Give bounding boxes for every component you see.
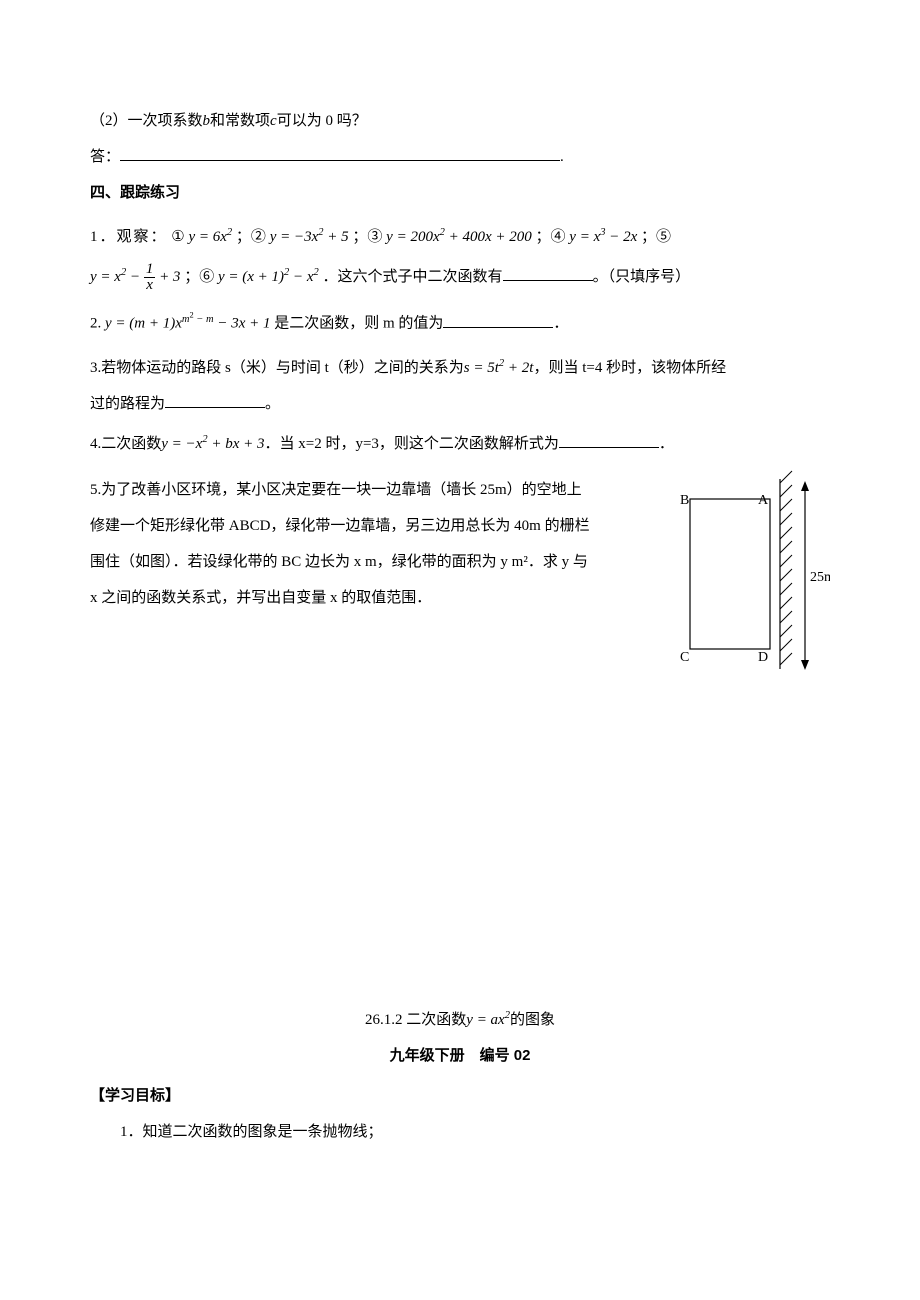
- p1-e5-label: ；⑤: [641, 229, 671, 245]
- p1-e1-label: ①: [171, 229, 184, 245]
- section-4-title: 四、跟踪练习: [90, 178, 830, 208]
- var-b: b: [203, 113, 211, 129]
- p5-l2: 修建一个矩形绿化带 ABCD，绿化带一边靠墙，另三边用总长为 40m 的栅栏: [90, 511, 660, 541]
- p5-l1: 5.为了改善小区环境，某小区决定要在一块一边靠墙（墙长 25m）的空地上: [90, 475, 660, 505]
- q2-suffix: 可以为 0 吗？: [277, 113, 367, 129]
- subhead: 九年级下册 编号 02: [90, 1041, 830, 1071]
- lesson-title: 26.1.2 二次函数y = ax2的图象: [90, 1005, 830, 1035]
- var-c: c: [270, 113, 277, 129]
- p1-e4-tail: − 2x: [605, 229, 637, 245]
- p1-e3-rhs-a: = 200x: [397, 229, 440, 245]
- answer-blank[interactable]: [120, 145, 560, 161]
- p5-l4: x 之间的函数关系式，并写出自变量 x 的取值范围．: [90, 583, 660, 613]
- p3-blank[interactable]: [165, 392, 265, 408]
- p1-e5-tail: + 3: [155, 269, 180, 285]
- p1-e2-label: ；②: [236, 229, 266, 245]
- p4-a: 4.二次函数: [90, 436, 161, 452]
- p3-eq: s = 5t: [464, 360, 499, 376]
- p1-e2-rhs: = −3x: [280, 229, 318, 245]
- lesson-title-eq: y = ax: [466, 1012, 504, 1028]
- p1-e6-mid: − x: [289, 269, 313, 285]
- p2-tail-b: ．: [553, 316, 568, 332]
- answer-period: .: [560, 149, 564, 165]
- p1-e1-lhs: y: [188, 229, 195, 245]
- p2-eq-a: y = (m + 1)x: [105, 316, 182, 332]
- p3-b: ，则当 t=4 秒时，该物体所经: [533, 360, 726, 376]
- p1-tail-b: 。（只填序号）: [593, 269, 691, 285]
- p1-e6-label: ；⑥: [184, 269, 214, 285]
- p1-e5-start: y = x: [90, 269, 121, 285]
- svg-text:25m: 25m: [810, 570, 830, 585]
- p1-e1-sup: 2: [227, 227, 232, 238]
- svg-text:D: D: [758, 650, 768, 665]
- p2-eq-b: − 3x + 1: [214, 316, 271, 332]
- p1-e3-rhs-b: + 400x + 200: [445, 229, 536, 245]
- svg-text:A: A: [758, 493, 769, 508]
- p1-e5-mid: −: [126, 269, 144, 285]
- p5-diagram: B A C D 25m: [680, 469, 830, 679]
- p1-e6-sup2: 2: [314, 267, 319, 278]
- p1-blank[interactable]: [503, 265, 593, 281]
- p3-eq-b: + 2t: [504, 360, 533, 376]
- p1-e3-label: ；③: [352, 229, 382, 245]
- p2-lead: 2.: [90, 316, 105, 332]
- p1-e4-y: y: [569, 229, 579, 245]
- p1-frac-num: 1: [144, 262, 156, 278]
- p1-e4-label: ；④: [536, 229, 566, 245]
- p4-b: ．当 x=2 时，y=3，则这个二次函数解析式为: [264, 436, 558, 452]
- p1-tail-a: ．这六个式子中二次函数有: [323, 269, 503, 285]
- p2-exp: m2 − m: [182, 314, 214, 325]
- p3-c: 过的路程为: [90, 396, 165, 412]
- p4-eq-b: + bx + 3: [208, 436, 265, 452]
- p4-c: ．: [659, 436, 674, 452]
- svg-text:C: C: [680, 650, 689, 665]
- p4-blank[interactable]: [559, 432, 659, 448]
- p1-e6-eq: y = (x + 1): [218, 269, 284, 285]
- goal-head: 【学习目标】: [90, 1081, 830, 1111]
- goal-1: 1．知道二次函数的图象是一条抛物线；: [90, 1117, 830, 1147]
- p2-blank[interactable]: [443, 312, 553, 328]
- p1-e3-y: y: [386, 229, 396, 245]
- q2-prefix: （2）一次项系数: [90, 113, 203, 129]
- p1-e5-frac: 1x: [144, 262, 156, 293]
- p1-e4-rhs: = x: [580, 229, 601, 245]
- p3-a: 3.若物体运动的路段 s（米）与时间 t（秒）之间的关系为: [90, 360, 464, 376]
- p4-eq: y = −x: [161, 436, 202, 452]
- p1-e2-y: y: [270, 229, 280, 245]
- svg-text:B: B: [680, 493, 689, 508]
- p3-d: 。: [265, 396, 280, 412]
- answer-label: 答：: [90, 149, 120, 165]
- p1-e1-rhs: = 6x: [199, 229, 227, 245]
- p2-exp-b: − m: [194, 314, 214, 325]
- q2-mid: 和常数项: [210, 113, 270, 129]
- p1-lead: 1．观察：: [90, 229, 168, 245]
- lesson-title-b: 的图象: [510, 1012, 555, 1028]
- p1-frac-den: x: [144, 278, 156, 293]
- p5-l3: 围住（如图）．若设绿化带的 BC 边长为 x m，绿化带的面积为 y m²．求 …: [90, 547, 660, 577]
- p2-tail-a: 是二次函数，则 m 的值为: [271, 316, 444, 332]
- lesson-title-a: 26.1.2 二次函数: [365, 1012, 466, 1028]
- p1-e2-tail: + 5: [324, 229, 349, 245]
